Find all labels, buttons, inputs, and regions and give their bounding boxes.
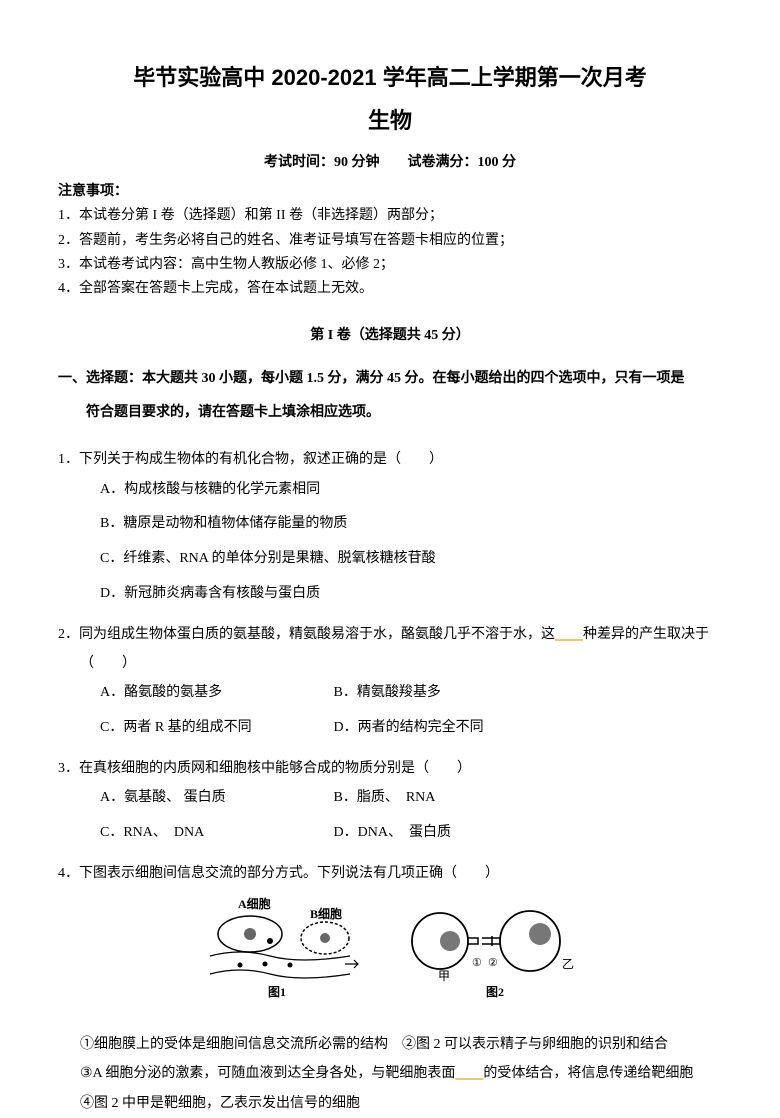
label-yi: 乙 xyxy=(562,957,574,971)
title-main: 毕节实验高中 2020-2021 学年高二上学期第一次月考 xyxy=(58,60,722,95)
label-b-cell: B细胞 xyxy=(310,906,342,921)
section-instruction-line2: 符合题目要求的，请在答题卡上填涂相应选项。 xyxy=(58,399,722,427)
q1-option-a: A．构成核酸与核糖的化学元素相同 xyxy=(100,475,722,506)
title-sub: 生物 xyxy=(58,103,722,138)
question-1: 1．下列关于构成生物体的有机化合物，叙述正确的是（ ） A．构成核酸与核糖的化学… xyxy=(58,445,722,610)
notice-item: 4．全部答案在答题卡上完成，答在本试题上无效。 xyxy=(58,278,722,300)
q4-item3-post: 的受体结合，将信息传递给靶细胞 xyxy=(483,1066,693,1081)
q3-option-d: D．DNA、 蛋白质 xyxy=(334,818,564,849)
notice-item: 1．本试卷分第 I 卷（选择题）和第 II 卷（非选择题）两部分； xyxy=(58,205,722,227)
q1-stem: 1．下列关于构成生物体的有机化合物，叙述正确的是（ ） xyxy=(58,445,722,474)
label-fig2: 图2 xyxy=(486,985,504,999)
q3-stem: 3．在真核细胞的内质网和细胞核中能够合成的物质分别是（ ） xyxy=(58,754,722,783)
question-3: 3．在真核细胞的内质网和细胞核中能够合成的物质分别是（ ） A．氨基酸、 蛋白质… xyxy=(58,754,722,849)
label-num1: ① xyxy=(472,957,482,969)
label-fig1: 图1 xyxy=(268,985,286,999)
q3-option-b: B．脂质、 RNA xyxy=(334,783,564,814)
label-num2: ② xyxy=(488,957,498,969)
section-instruction-line1: 一、选择题：本大题共 30 小题，每小题 1.5 分，满分 45 分。在每小题给… xyxy=(58,365,722,393)
exam-info: 考试时间：90 分钟 试卷满分：100 分 xyxy=(58,152,722,174)
q4-item3: ③A 细胞分泌的激素，可随血液到达全身各处，与靶细胞表面 的受体结合，将信息传递… xyxy=(80,1059,722,1088)
notice-item: 3．本试卷考试内容：高中生物人教版必修 1、必修 2； xyxy=(58,254,722,276)
question-2: 2．同为组成生物体蛋白质的氨基酸，精氨酸易溶于水，酪氨酸几乎不溶于水，这 种差异… xyxy=(58,620,722,744)
q2-underline xyxy=(555,627,583,642)
q1-option-d: D．新冠肺炎病毒含有核酸与蛋白质 xyxy=(100,579,722,610)
question-4: 4．下图表示细胞间信息交流的部分方式。下列说法有几项正确（ ） A细胞 B细胞 … xyxy=(58,859,722,1118)
notice-item: 2．答题前，考生务必将自己的姓名、准考证号填写在答题卡相应的位置； xyxy=(58,230,722,252)
label-a-cell: A细胞 xyxy=(238,896,271,911)
q1-option-b: B．糖原是动物和植物体储存能量的物质 xyxy=(100,509,722,540)
section-header: 第 I 卷（选择题共 45 分） xyxy=(58,325,722,347)
q2-stem: 2．同为组成生物体蛋白质的氨基酸，精氨酸易溶于水，酪氨酸几乎不溶于水，这 种差异… xyxy=(58,620,722,649)
q4-item3-underline xyxy=(455,1066,483,1081)
q3-option-c: C．RNA、 DNA xyxy=(100,818,330,849)
q4-item3-pre: ③A 细胞分泌的激素，可随血液到达全身各处，与靶细胞表面 xyxy=(80,1066,455,1081)
q3-option-a: A．氨基酸、 蛋白质 xyxy=(100,783,330,814)
q2-option-c: C．两者 R 基的组成不同 xyxy=(100,713,330,744)
label-jia: 甲 xyxy=(438,969,450,983)
q2-option-d: D．两者的结构完全不同 xyxy=(334,713,564,744)
q2-stem-line2: （ ） xyxy=(58,649,722,678)
q4-item4: ④图 2 中甲是靶细胞，乙表示发出信号的细胞 xyxy=(80,1089,722,1118)
q2-stem-pre: 2．同为组成生物体蛋白质的氨基酸，精氨酸易溶于水，酪氨酸几乎不溶于水，这 xyxy=(58,627,555,642)
q1-option-c: C．纤维素、RNA 的单体分别是果糖、脱氧核糖核苷酸 xyxy=(100,544,722,575)
cell-diagram-icon: A细胞 B细胞 图1 甲 ① ② 乙 xyxy=(190,896,590,1006)
q4-stem: 4．下图表示细胞间信息交流的部分方式。下列说法有几项正确（ ） xyxy=(58,859,722,888)
notice-header: 注意事项： xyxy=(58,181,722,203)
q4-item12: ①细胞膜上的受体是细胞间信息交流所必需的结构 ②图 2 可以表示精子与卵细胞的识… xyxy=(80,1030,722,1059)
q4-figure: A细胞 B细胞 图1 甲 ① ② 乙 xyxy=(58,896,722,1017)
q2-stem-post: 种差异的产生取决于 xyxy=(583,627,709,642)
q2-option-a: A．酪氨酸的氨基多 xyxy=(100,678,330,709)
q2-option-b: B．精氨酸羧基多 xyxy=(334,678,564,709)
